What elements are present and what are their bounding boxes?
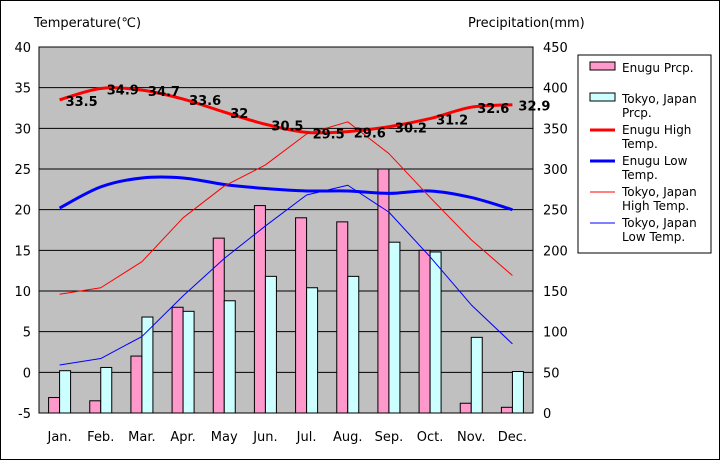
bar-enugu-prcp (89, 400, 102, 414)
bar-enugu-prcp (295, 217, 308, 414)
data-label: 30.2 (395, 122, 427, 137)
y-left-tick-label: 10 (14, 285, 31, 300)
bar-tokyo-prcp (306, 287, 319, 414)
legend-label: Enugu High (622, 123, 691, 137)
right-axis-title: Precipitation(mm) (468, 16, 585, 31)
legend-label: Prcp. (622, 106, 652, 120)
left-axis-ticks: 40 35 30 25 20 15 10 5 0 -5 (14, 41, 31, 422)
y-right-tick-label: 50 (543, 366, 560, 381)
plot-area (38, 46, 534, 414)
y-right-tick-label: 0 (543, 407, 551, 422)
bar-tokyo-prcp (470, 336, 483, 414)
temperature-lines (58, 86, 513, 366)
data-label: 33.5 (66, 95, 98, 110)
data-label: 34.7 (148, 85, 180, 100)
line-tokyo-low (59, 184, 513, 366)
data-labels: 33.5 34.9 34.7 33.6 32 30.5 29.5 29.6 30.2 31.2 32… (66, 83, 551, 142)
bar-enugu-prcp (171, 306, 184, 414)
bar-enugu-prcp (48, 397, 61, 414)
bar-tokyo-prcp (347, 275, 360, 414)
y-left-tick-label: 5 (23, 326, 31, 341)
bar-enugu-prcp (212, 237, 225, 414)
bar-enugu-prcp (418, 249, 431, 414)
legend-swatch-bar (589, 92, 616, 102)
x-tick-label: Jul. (296, 430, 317, 445)
right-axis-ticks: 450 400 350 300 250 200 150 100 50 0 (543, 41, 568, 422)
y-left-tick-label: -5 (18, 407, 31, 422)
legend-label: High Temp. (622, 199, 689, 213)
legend-label: Tokyo, Japan (621, 216, 697, 230)
bar-enugu-prcp (459, 402, 472, 414)
data-label: 33.6 (189, 94, 221, 109)
data-label: 32.9 (518, 100, 550, 115)
line-tokyo-high (59, 121, 513, 295)
line-enugu-low (58, 175, 513, 212)
bar-tokyo-prcp (141, 316, 154, 414)
bar-tokyo-prcp (182, 310, 195, 414)
y-right-tick-label: 150 (543, 285, 568, 300)
y-right-tick-label: 300 (543, 163, 568, 178)
legend-label: Temp. (621, 137, 658, 151)
x-tick-label: May (211, 430, 238, 445)
bar-tokyo-prcp (264, 275, 277, 414)
y-right-tick-label: 400 (543, 82, 568, 97)
y-left-tick-label: 20 (14, 204, 31, 219)
bar-enugu-prcp (253, 205, 266, 414)
legend-box (577, 54, 712, 254)
legend-label: Temp. (621, 168, 658, 182)
bar-tokyo-prcp (223, 300, 236, 414)
bar-tokyo-prcp (100, 366, 113, 414)
data-label: 32 (230, 107, 248, 122)
x-axis-ticks: Jan. Feb. Mar. Apr. May Jun. Jul. Aug. Sep. Oct. N… (46, 430, 527, 445)
x-tick-label: Jan. (46, 430, 71, 445)
y-left-tick-label: 15 (14, 244, 31, 259)
x-tick-label: Apr. (170, 430, 195, 445)
x-tick-label: Oct. (417, 430, 444, 445)
legend-swatch-bar (589, 61, 616, 71)
data-label: 30.5 (271, 119, 303, 134)
y-right-tick-label: 200 (543, 244, 568, 259)
y-right-tick-label: 350 (543, 122, 568, 137)
y-left-tick-label: 30 (14, 122, 31, 137)
x-tick-label: Jun. (252, 430, 277, 445)
bar-tokyo-prcp (511, 371, 524, 414)
bar-enugu-prcp (130, 355, 143, 414)
bar-tokyo-prcp (59, 370, 72, 414)
y-left-tick-label: 40 (14, 41, 31, 56)
legend-label: Tokyo, Japan (621, 185, 697, 199)
bar-tokyo-prcp (388, 241, 401, 414)
data-label: 31.2 (436, 114, 468, 129)
x-tick-label: Mar. (128, 430, 155, 445)
x-tick-label: Dec. (498, 430, 527, 445)
bar-tokyo-prcp (429, 251, 442, 414)
y-right-tick-label: 100 (543, 326, 568, 341)
data-label: 29.5 (313, 127, 345, 142)
legend-label: Enugu Low (622, 154, 688, 168)
bar-enugu-prcp (336, 221, 349, 414)
x-tick-label: Nov. (457, 430, 486, 445)
y-left-tick-label: 35 (14, 82, 31, 97)
left-axis-title: Temperature(℃) (33, 16, 141, 31)
bar-enugu-prcp (500, 406, 513, 414)
data-label: 34.9 (107, 83, 139, 98)
data-label: 32.6 (477, 102, 509, 117)
line-enugu-high (59, 86, 513, 135)
y-left-tick-label: 25 (14, 163, 31, 178)
data-label: 29.6 (354, 127, 386, 142)
x-tick-label: Aug. (333, 430, 363, 445)
legend-label: Enugu Prcp. (622, 61, 694, 75)
precipitation-bars (48, 168, 524, 414)
x-tick-label: Feb. (87, 430, 114, 445)
legend-label: Tokyo, Japan (621, 92, 697, 106)
x-tick-label: Sep. (375, 430, 404, 445)
y-left-tick-label: 0 (23, 366, 31, 381)
legend-label: Low Temp. (622, 230, 685, 244)
y-right-tick-label: 250 (543, 204, 568, 219)
y-right-tick-label: 450 (543, 41, 568, 56)
